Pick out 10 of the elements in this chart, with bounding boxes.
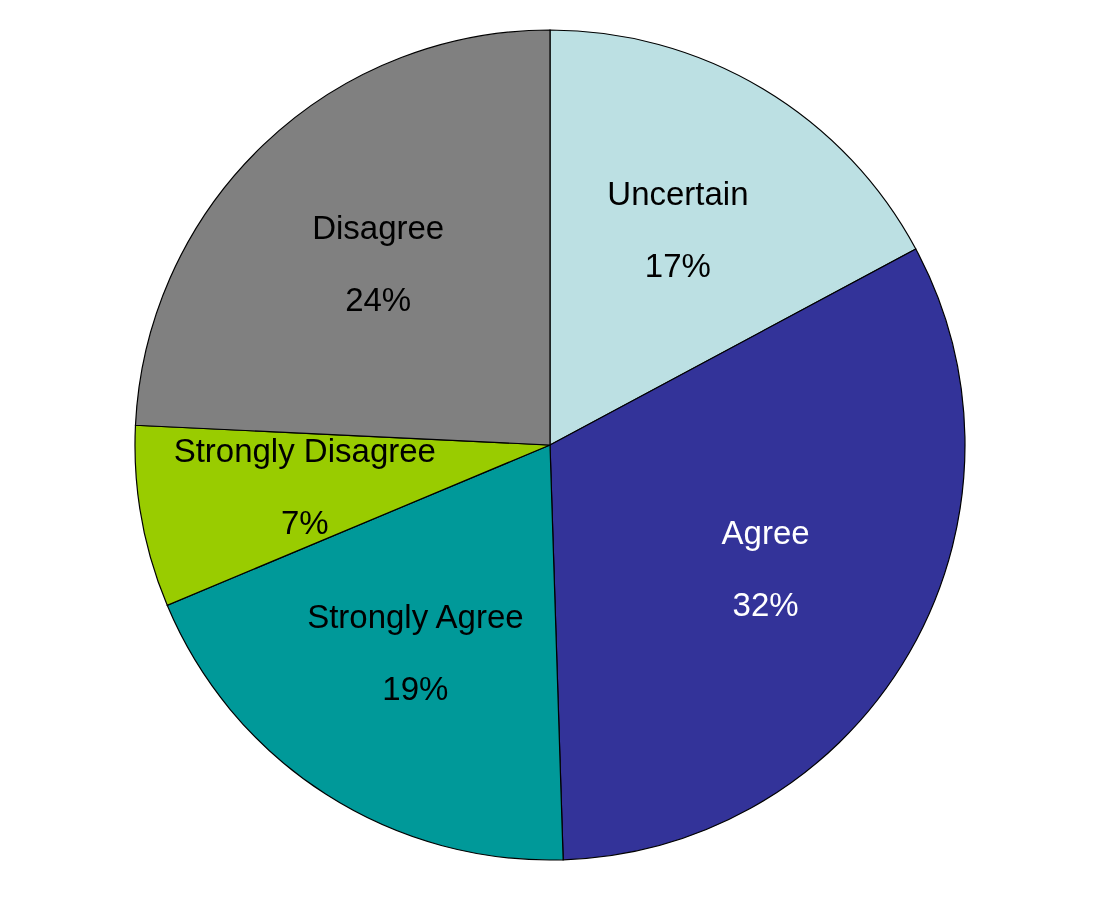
data-label: 17%	[644, 247, 711, 285]
data-label: 7%	[280, 504, 329, 542]
slice-label: Disagree	[312, 208, 445, 246]
data-label: 32%	[732, 585, 799, 623]
data-label: 19%	[382, 670, 449, 708]
slice-label: Uncertain	[607, 175, 749, 213]
data-label: 24%	[345, 280, 412, 318]
slice-label: Agree	[721, 513, 810, 551]
slice-label: Strongly Agree	[307, 598, 524, 636]
slice-label: Strongly Disagree	[173, 432, 436, 470]
